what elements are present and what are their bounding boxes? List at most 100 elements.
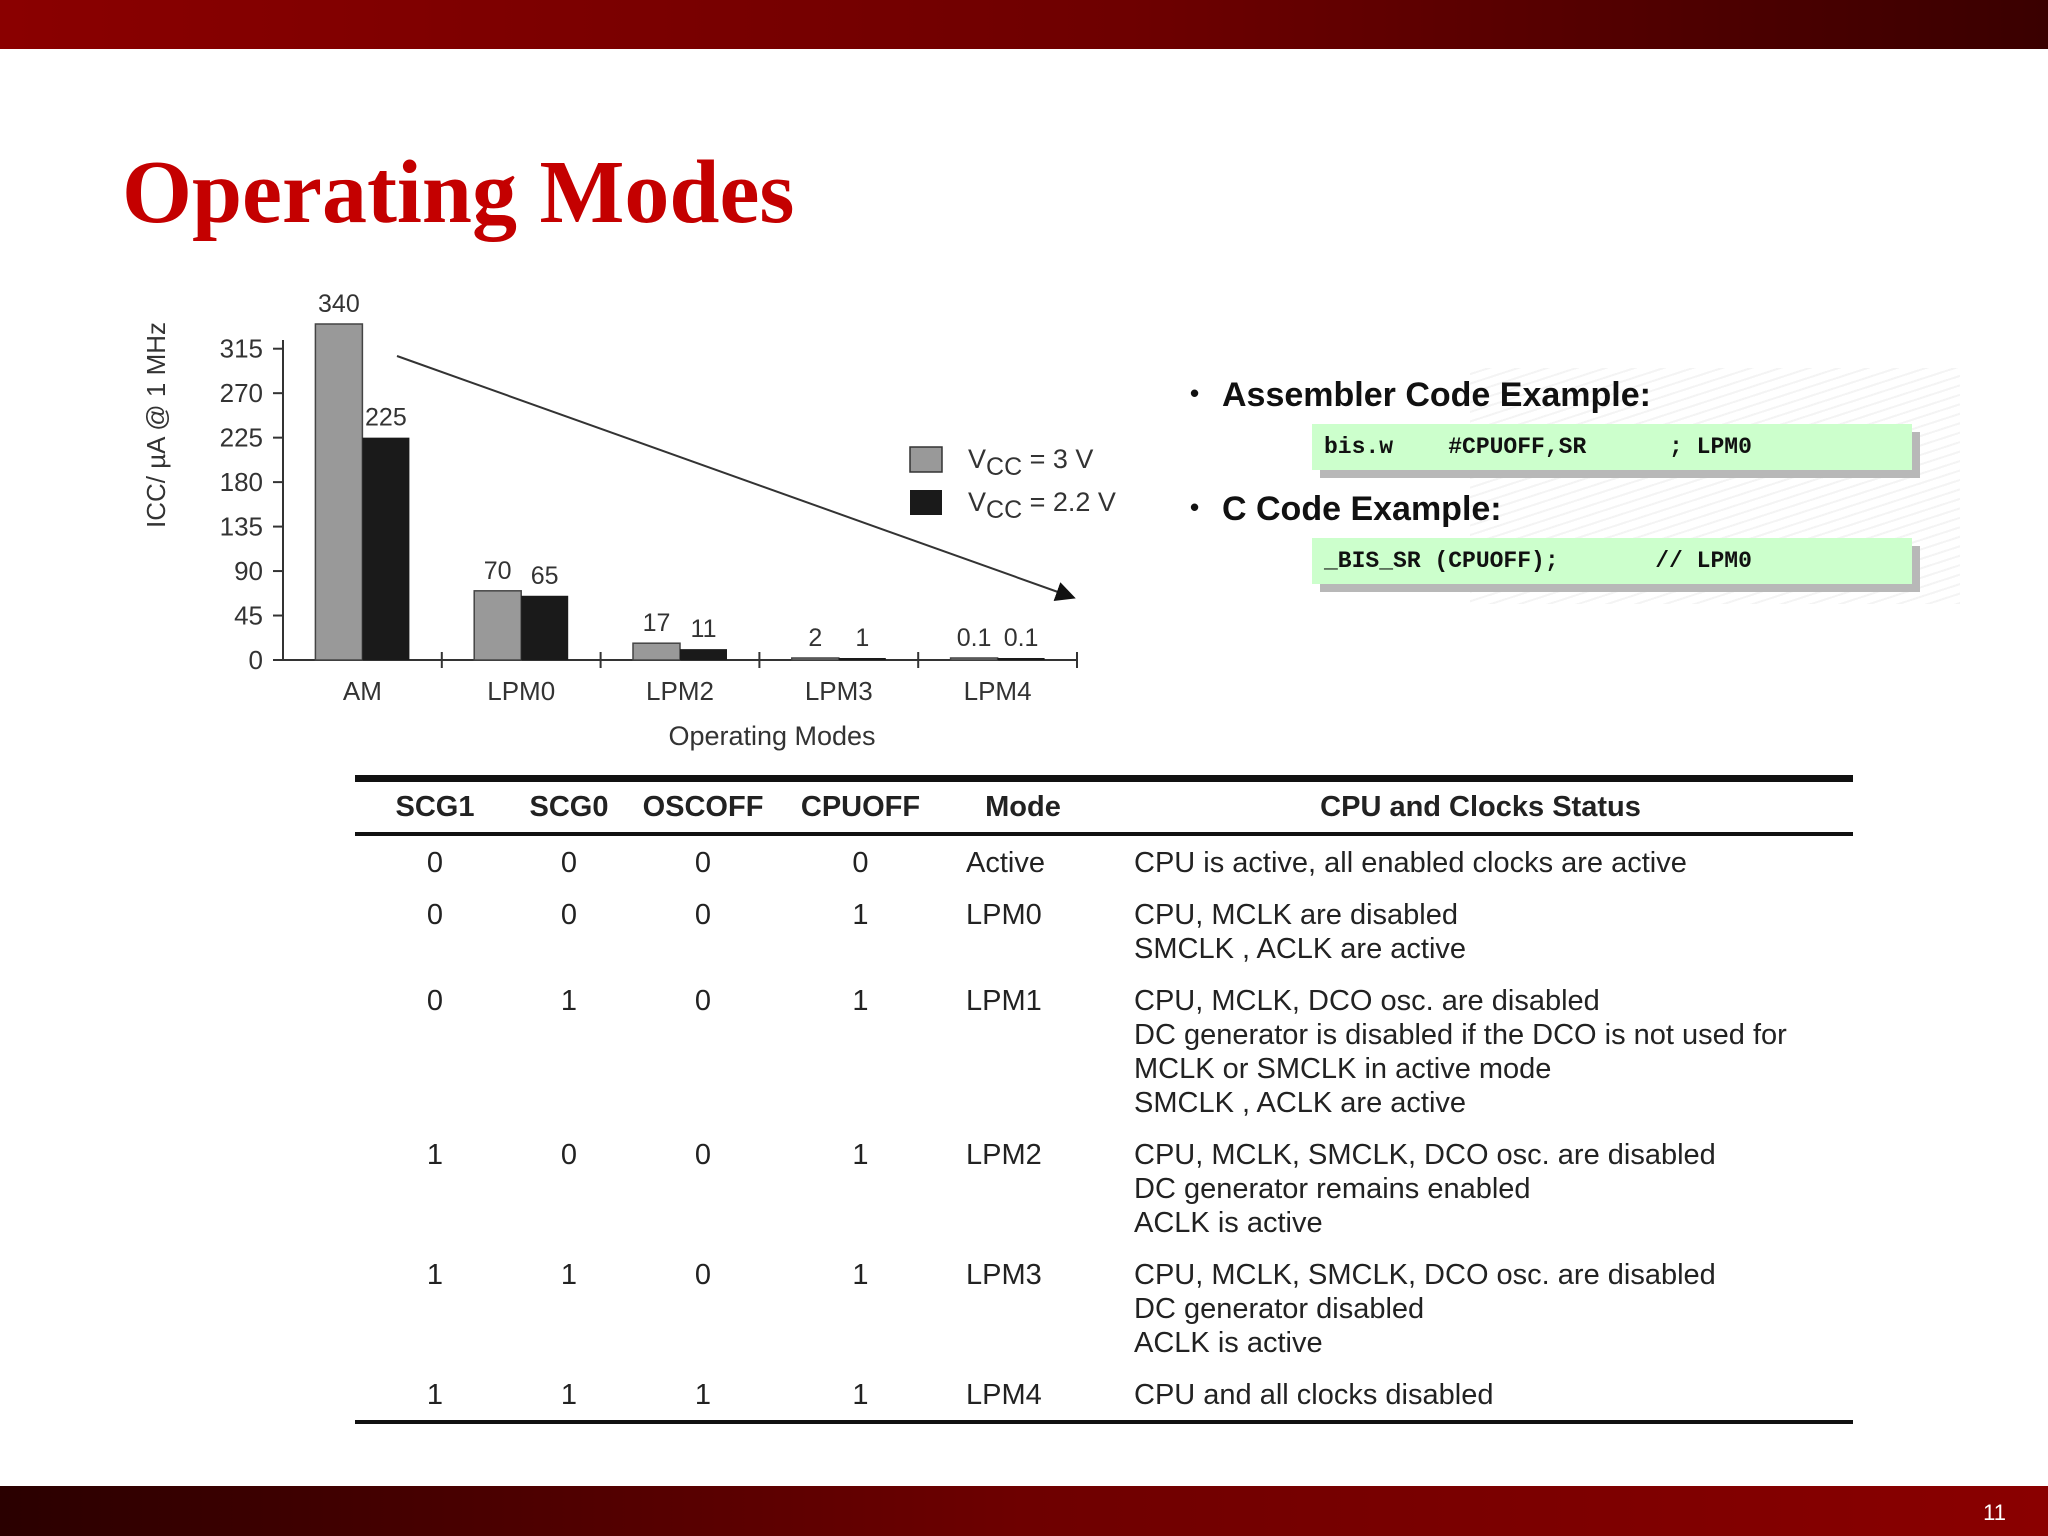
cell-scg1: 1	[426, 1259, 444, 1291]
data-label-vcc-2-2v: 1	[855, 624, 869, 652]
cell-status: CPU, MCLK, SMCLK, DCO osc. are disabled …	[1134, 1259, 1716, 1359]
cell-cpuoff: 1	[852, 1139, 869, 1171]
cell-mode: LPM2	[966, 1139, 1042, 1171]
top-banner	[0, 0, 2048, 49]
data-label-vcc-3v: 0.1	[957, 624, 992, 652]
cell-oscoff: 0	[694, 1139, 712, 1171]
cell-scg0: 0	[560, 899, 578, 931]
y-tick-label: 0	[249, 645, 263, 675]
bar-vcc-3v	[949, 657, 999, 661]
bar-vcc-3v	[473, 590, 522, 661]
cell-mode: LPM4	[966, 1379, 1042, 1411]
table-row: 0 0 0 1 LPM0 CPU, MCLK are disabled SMCL…	[355, 888, 1853, 974]
operating-modes-chart: ICC/ µA @ 1 MHz Operating Modes VCC = 3 …	[141, 290, 1116, 751]
x-axis-label: Operating Modes	[668, 721, 875, 751]
cell-scg0: 0	[560, 1139, 578, 1171]
legend-swatch-vcc-2-2v	[910, 490, 942, 515]
cell-oscoff: 0	[694, 985, 712, 1017]
bar-vcc-2-2v	[362, 437, 410, 660]
bullet-dot-icon: •	[1190, 378, 1200, 408]
legend-label-vcc-2-2v: VCC = 2.2 V	[968, 487, 1116, 524]
header-cpuoff: CPUOFF	[800, 790, 921, 823]
data-label-vcc-2-2v: 65	[531, 562, 559, 590]
assembler-bullet: • Assembler Code Example:	[1190, 376, 1651, 414]
y-tick-label: 315	[220, 334, 263, 364]
y-tick-label: 135	[220, 512, 263, 542]
bar-vcc-2-2v	[838, 658, 886, 660]
header-scg0: SCG0	[529, 790, 609, 823]
x-tick-label: LPM3	[805, 676, 873, 706]
y-tick-label: 90	[234, 556, 263, 586]
table-row: 0 1 0 1 LPM1 CPU, MCLK, DCO osc. are dis…	[355, 974, 1853, 1128]
cell-oscoff: 0	[694, 899, 712, 931]
bar-vcc-2-2v	[680, 649, 727, 660]
data-label-vcc-2-2v: 11	[691, 615, 717, 643]
cell-scg1: 0	[426, 985, 444, 1017]
cell-cpuoff: 1	[852, 1379, 869, 1411]
bar-vcc-2-2v	[997, 658, 1045, 660]
cell-oscoff: 1	[694, 1379, 712, 1411]
header-mode: Mode	[985, 790, 1061, 823]
cell-oscoff: 0	[694, 1259, 712, 1291]
cell-cpuoff: 1	[852, 1259, 869, 1291]
table-row: 1 0 0 1 LPM2 CPU, MCLK, SMCLK, DCO osc. …	[355, 1128, 1853, 1248]
cell-status: CPU is active, all enabled clocks are ac…	[1134, 847, 1687, 879]
cell-scg0: 1	[560, 1379, 578, 1411]
cell-scg1: 1	[426, 1139, 444, 1171]
cell-oscoff: 0	[694, 847, 712, 879]
bottom-banner: 11	[0, 1486, 2048, 1536]
data-label-vcc-3v: 17	[643, 609, 671, 637]
assembler-code-box: bis.w #CPUOFF,SR ; LPM0	[1312, 424, 1912, 470]
cell-scg0: 0	[560, 847, 578, 879]
cell-scg0: 1	[560, 1259, 578, 1291]
x-tick-label: AM	[343, 676, 382, 706]
data-label-vcc-3v: 70	[484, 557, 512, 585]
cell-mode: LPM3	[966, 1259, 1042, 1291]
data-label-vcc-3v: 2	[808, 624, 822, 652]
page-number: 11	[1983, 1500, 2006, 1525]
cell-cpuoff: 1	[852, 985, 869, 1017]
c-code-bullet: • C Code Example:	[1190, 490, 1502, 528]
c-code-box: _BIS_SR (CPUOFF); // LPM0	[1312, 538, 1912, 584]
cell-scg0: 1	[560, 985, 578, 1017]
y-tick-label: 180	[220, 467, 263, 497]
bar-vcc-3v	[632, 642, 681, 661]
cell-mode: LPM0	[966, 899, 1042, 931]
code-examples: • Assembler Code Example: bis.w #CPUOFF,S…	[1190, 368, 1960, 604]
data-label-vcc-2-2v: 0.1	[1004, 624, 1039, 652]
cell-cpuoff: 1	[852, 899, 869, 931]
x-tick-label: LPM4	[964, 676, 1032, 706]
cell-mode: LPM1	[966, 985, 1042, 1017]
header-oscoff: OSCOFF	[642, 790, 764, 823]
bar-vcc-3v	[791, 657, 840, 661]
cell-status: CPU, MCLK, SMCLK, DCO osc. are disabled …	[1134, 1139, 1716, 1239]
cell-scg1: 1	[426, 1379, 444, 1411]
header-scg1: SCG1	[395, 790, 475, 823]
cell-cpuoff: 0	[852, 847, 869, 879]
x-tick-label: LPM2	[646, 676, 714, 706]
table-row: 0 0 0 0 Active CPU is active, all enable…	[355, 834, 1853, 888]
x-tick-label: LPM0	[487, 676, 555, 706]
cell-scg1: 0	[426, 847, 444, 879]
bar-vcc-3v	[314, 323, 364, 661]
table-row: 1 1 1 1 LPM4 CPU and all clocks disabled	[355, 1368, 1853, 1422]
header-status: CPU and Clocks Status	[1320, 790, 1641, 823]
y-tick-label: 45	[234, 601, 263, 631]
cell-status: CPU and all clocks disabled	[1134, 1379, 1494, 1411]
cell-status: CPU, MCLK are disabled SMCLK , ACLK are …	[1134, 899, 1467, 965]
cell-scg1: 0	[426, 899, 444, 931]
legend-swatch-vcc-3v	[909, 446, 943, 473]
bar-vcc-2-2v	[521, 595, 569, 660]
y-tick-label: 270	[220, 378, 263, 408]
cell-mode: Active	[966, 847, 1045, 879]
trend-arrow	[396, 355, 1076, 602]
y-axis-label: ICC/ µA @ 1 MHz	[141, 322, 171, 528]
operating-modes-table: SCG1 SCG0 OSCOFF CPUOFF Mode CPU and Clo…	[355, 775, 1853, 1424]
cell-status: CPU, MCLK, DCO osc. are disabled DC gene…	[1134, 985, 1787, 1119]
data-label-vcc-3v: 340	[318, 290, 360, 318]
y-tick-label: 225	[220, 423, 263, 453]
data-label-vcc-2-2v: 225	[365, 404, 407, 432]
table-header-row: SCG1 SCG0 OSCOFF CPUOFF Mode CPU and Clo…	[355, 778, 1853, 834]
legend-label-vcc-3v: VCC = 3 V	[968, 444, 1093, 481]
bullet-dot-icon: •	[1190, 492, 1200, 522]
